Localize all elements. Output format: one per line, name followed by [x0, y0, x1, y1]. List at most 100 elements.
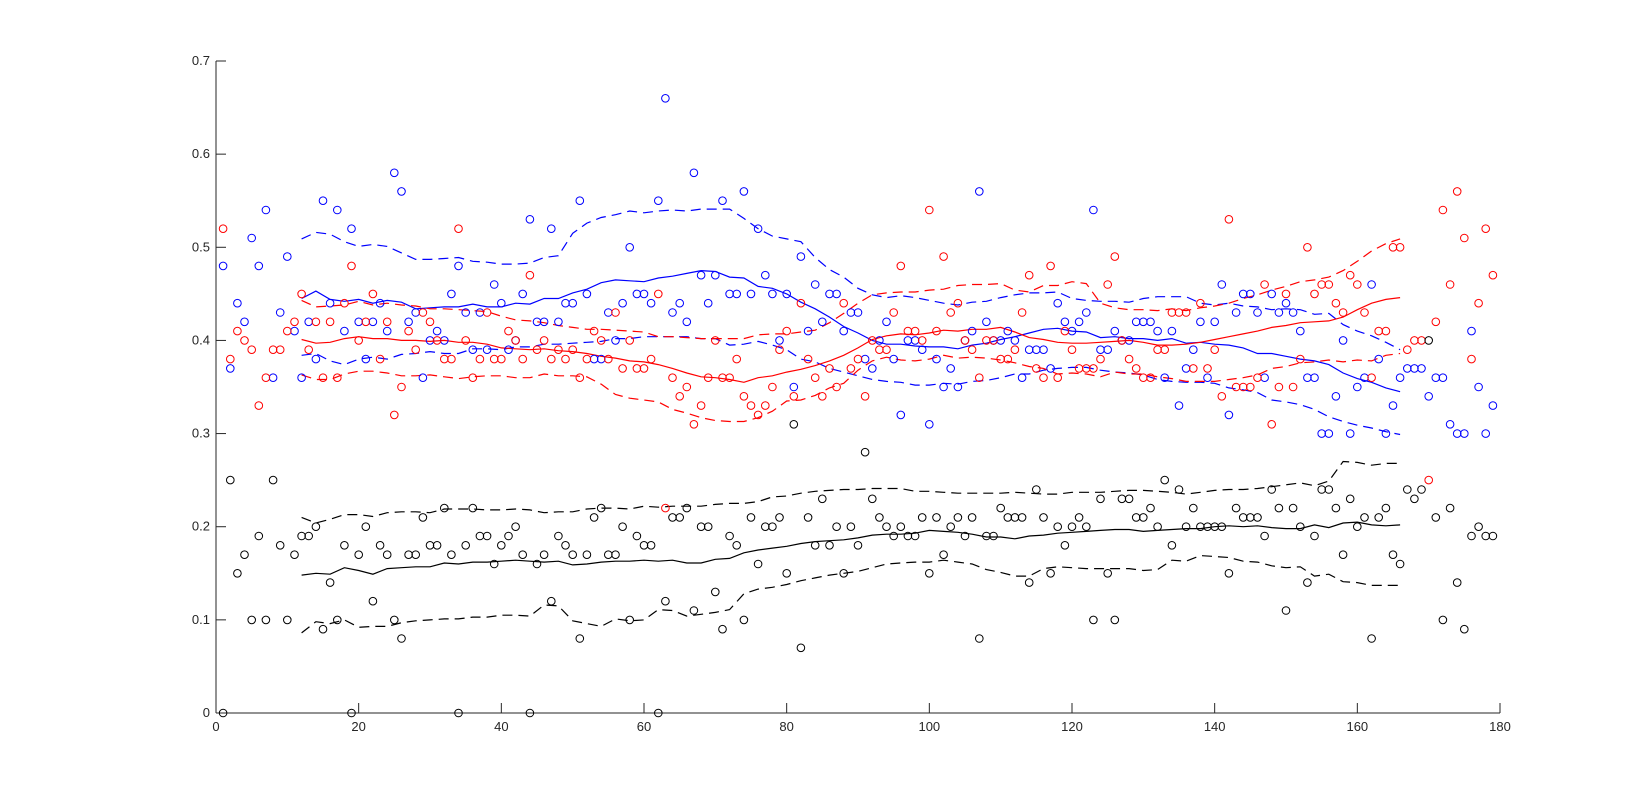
data-point: [1153, 326, 1162, 336]
data-point: [982, 336, 991, 345]
data-point: [568, 345, 578, 355]
series-upper-band-line: [301, 460, 1401, 524]
data-point: [825, 364, 834, 373]
data-point: [1167, 326, 1177, 336]
data-point: [1388, 401, 1398, 410]
data-point: [240, 317, 249, 327]
data-point: [261, 373, 271, 383]
data-point: [368, 289, 378, 299]
data-point: [832, 522, 841, 532]
data-point: [796, 298, 806, 308]
data-point: [853, 308, 863, 317]
data-point: [390, 615, 399, 625]
data-point: [868, 494, 877, 504]
data-point: [696, 522, 706, 532]
data-point: [1338, 336, 1348, 345]
y-tick-label: 0.3: [192, 426, 210, 441]
data-point: [283, 326, 292, 336]
data-point: [1238, 513, 1248, 522]
data-point: [1438, 205, 1448, 215]
data-point: [1317, 429, 1326, 438]
data-point: [554, 317, 563, 327]
data-point: [382, 317, 392, 327]
data-point: [689, 420, 699, 429]
data-point: [1167, 541, 1177, 550]
data-point: [1124, 354, 1134, 364]
data-point: [1296, 354, 1305, 364]
data-point: [1367, 373, 1376, 383]
data-point: [1288, 503, 1298, 513]
data-point: [1103, 345, 1112, 355]
data-point: [925, 569, 934, 578]
data-point: [475, 308, 485, 317]
x-tick-label: 40: [494, 719, 508, 734]
data-point: [1139, 373, 1148, 383]
data-point: [618, 522, 627, 532]
data-point: [661, 94, 670, 103]
data-point: [497, 354, 506, 364]
data-point: [1053, 373, 1062, 383]
data-point: [632, 289, 642, 299]
data-point: [1053, 522, 1062, 532]
data-point: [1160, 475, 1169, 485]
data-point: [283, 615, 292, 625]
data-point: [275, 541, 285, 550]
data-point: [689, 168, 699, 178]
data-point: [497, 298, 506, 308]
y-tick-label: 0.7: [192, 53, 210, 68]
data-point: [946, 308, 956, 317]
data-point: [661, 596, 670, 606]
data-point: [1174, 401, 1184, 410]
data-point: [989, 531, 998, 541]
data-point: [989, 336, 998, 345]
data-point: [1431, 373, 1441, 383]
data-point: [1445, 280, 1455, 289]
data-point: [1167, 308, 1177, 317]
data-point: [1374, 513, 1383, 522]
data-point: [425, 317, 435, 327]
data-point: [440, 354, 449, 364]
data-point: [1060, 326, 1070, 336]
data-point: [468, 345, 478, 355]
data-point: [946, 522, 956, 532]
data-point: [475, 354, 485, 364]
data-point: [1131, 364, 1141, 373]
data-point: [268, 475, 278, 485]
data-point: [1089, 615, 1098, 625]
data-point: [853, 541, 863, 550]
data-point: [1196, 317, 1205, 327]
data-point: [967, 326, 977, 336]
data-point: [390, 168, 399, 178]
data-point: [361, 354, 371, 364]
data-point: [297, 531, 306, 541]
data-point: [775, 345, 784, 355]
data-point: [582, 354, 592, 364]
data-point: [1089, 205, 1098, 215]
data-point: [611, 308, 620, 317]
data-point: [1210, 317, 1219, 327]
data-point: [1431, 317, 1441, 327]
data-point: [1017, 373, 1027, 383]
data-point: [739, 615, 749, 625]
data-point: [1231, 308, 1241, 317]
data-point: [233, 326, 242, 336]
data-point: [1303, 578, 1312, 587]
data-point: [996, 503, 1006, 513]
data-point: [425, 541, 435, 550]
data-point: [1452, 578, 1462, 587]
data-point: [1410, 494, 1419, 504]
data-point: [432, 541, 442, 550]
data-point: [910, 531, 920, 541]
data-point: [311, 317, 321, 327]
data-point: [868, 336, 877, 345]
data-point: [254, 531, 264, 541]
data-point: [910, 326, 920, 336]
data-point: [1231, 503, 1241, 513]
data-point: [1445, 503, 1455, 513]
data-point: [718, 373, 727, 383]
data-point: [1303, 243, 1312, 252]
data-point: [482, 531, 492, 541]
data-point: [1067, 326, 1077, 336]
data-point: [1338, 308, 1348, 317]
data-point: [1367, 280, 1376, 289]
